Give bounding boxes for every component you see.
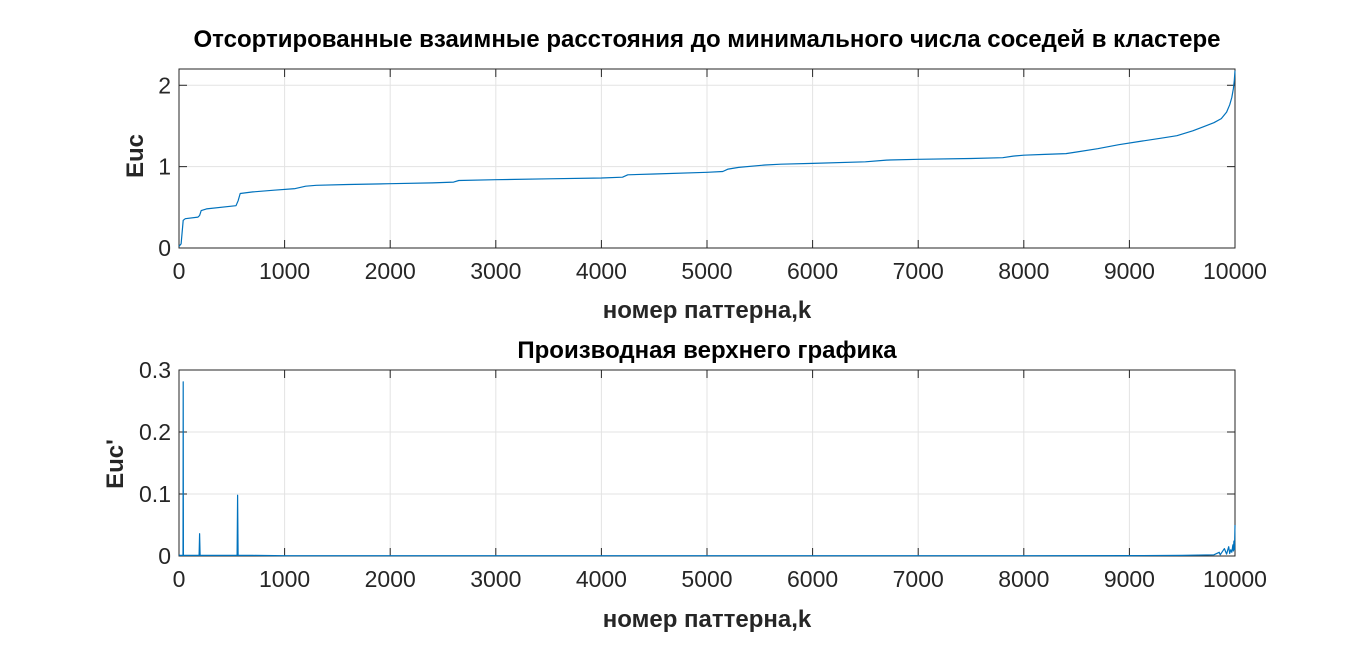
- top-y-axis-label: Euc: [122, 134, 149, 178]
- bottom-xtick-label-2: 2000: [365, 566, 416, 592]
- bottom-xtick-label-10: 10000: [1203, 566, 1267, 592]
- top-xtick-label-8: 8000: [998, 258, 1049, 284]
- bottom-ytick-label-0: 0: [158, 543, 171, 569]
- bottom-xtick-label-5: 5000: [681, 566, 732, 592]
- top-grid: [179, 69, 1235, 248]
- top-xtick-label-0: 0: [173, 258, 186, 284]
- bottom-xtick-label-9: 9000: [1104, 566, 1155, 592]
- top-xtick-label-4: 4000: [576, 258, 627, 284]
- bottom-ytick-label-2: 0.2: [139, 419, 171, 445]
- top-ticks: 0 1000 2000 3000 4000 5000 6000 7000 8000 9000 100…: [158, 69, 1267, 284]
- top-series-line: [178, 70, 1236, 247]
- bottom-ytick-label-1: 0.1: [139, 481, 171, 507]
- top-xtick-label-9: 9000: [1104, 258, 1155, 284]
- top-xtick-label-7: 7000: [893, 258, 944, 284]
- bottom-xtick-label-3: 3000: [470, 566, 521, 592]
- bottom-chart-title: Производная верхнего графика: [517, 337, 897, 364]
- bottom-xtick-label-8: 8000: [998, 566, 1049, 592]
- bottom-ytick-label-3: 0.3: [139, 357, 171, 383]
- top-ytick-label-1: 1: [158, 154, 171, 180]
- top-xtick-label-5: 5000: [681, 258, 732, 284]
- top-xtick-label-1: 1000: [259, 258, 310, 284]
- top-xtick-label-10: 10000: [1203, 258, 1267, 284]
- bottom-xtick-label-1: 1000: [259, 566, 310, 592]
- top-ytick-label-0: 0: [158, 235, 171, 261]
- top-xtick-label-3: 3000: [470, 258, 521, 284]
- bottom-xtick-label-7: 7000: [893, 566, 944, 592]
- top-xtick-label-6: 6000: [787, 258, 838, 284]
- bottom-xtick-label-6: 6000: [787, 566, 838, 592]
- top-ytick-label-2: 2: [158, 72, 171, 98]
- bottom-y-axis-label: Euc': [102, 439, 129, 489]
- bottom-series-line: [178, 381, 1236, 557]
- bottom-grid: [179, 370, 1235, 556]
- top-chart-title: Отсортированные взаимные расстояния до м…: [194, 26, 1221, 53]
- bottom-xtick-label-4: 4000: [576, 566, 627, 592]
- top-axes: Отсортированные взаимные расстояния до м…: [122, 26, 1267, 324]
- bottom-x-axis-label: номер паттерна,k: [603, 606, 812, 633]
- bottom-ticks: 0 1000 2000 3000 4000 5000 6000 7000 8000 9000 100…: [139, 357, 1267, 592]
- top-xtick-label-2: 2000: [365, 258, 416, 284]
- bottom-xtick-label-0: 0: [173, 566, 186, 592]
- bottom-axes: Производная верхнего графика 0 1000 2000 30…: [102, 337, 1267, 633]
- top-x-axis-label: номер паттерна,k: [603, 297, 812, 324]
